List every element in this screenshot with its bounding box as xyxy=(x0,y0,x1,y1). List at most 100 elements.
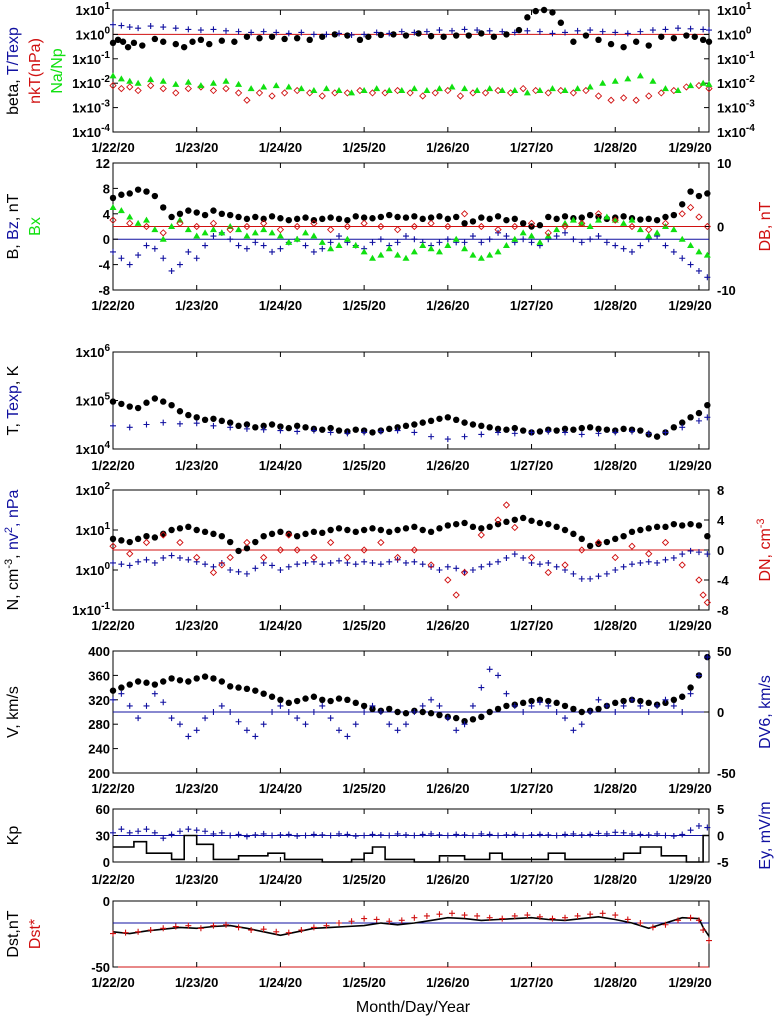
series-dv6 xyxy=(110,654,711,740)
data-point xyxy=(369,215,376,222)
data-point xyxy=(561,213,569,220)
data-point xyxy=(499,28,506,35)
data-point xyxy=(235,226,243,233)
data-point xyxy=(235,80,243,87)
x-tick-label: 1/26/20 xyxy=(426,140,469,155)
data-point xyxy=(477,254,485,261)
data-point xyxy=(494,213,502,220)
data-point xyxy=(695,576,703,584)
data-point xyxy=(603,239,610,246)
data-point xyxy=(419,708,426,716)
y-tick-label-right: 10 xyxy=(717,156,731,171)
series-ttexp xyxy=(110,21,712,38)
data-point xyxy=(675,917,682,924)
data-point xyxy=(126,83,134,91)
data-point xyxy=(269,248,276,255)
data-point xyxy=(428,830,435,837)
data-point xyxy=(461,721,468,728)
data-point xyxy=(151,395,159,402)
data-point xyxy=(252,565,259,572)
data-point xyxy=(176,216,184,223)
data-point xyxy=(645,550,653,558)
data-point xyxy=(235,213,242,221)
data-point xyxy=(528,697,535,705)
data-point xyxy=(594,210,603,218)
data-point xyxy=(686,203,695,212)
data-point xyxy=(160,24,167,31)
data-point xyxy=(193,553,201,562)
data-point xyxy=(269,709,276,715)
data-point xyxy=(687,690,694,697)
data-point xyxy=(176,525,184,532)
ylabel_left: V, km/s xyxy=(5,686,22,738)
data-point xyxy=(356,36,364,44)
data-point xyxy=(704,414,711,421)
x-tick-label: 1/29/20 xyxy=(668,618,711,633)
ylabel_left-part: , nPa xyxy=(5,489,22,526)
data-point xyxy=(674,87,682,94)
plot-frame xyxy=(112,900,710,968)
data-point xyxy=(377,251,385,258)
x-tick-label: 1/28/20 xyxy=(594,781,637,796)
data-point xyxy=(503,31,510,38)
data-point xyxy=(645,226,653,234)
x-tick-label: 1/25/20 xyxy=(342,140,385,155)
data-point xyxy=(511,430,518,437)
data-point xyxy=(118,537,125,544)
data-point xyxy=(243,425,250,432)
data-point xyxy=(335,215,343,223)
data-point xyxy=(511,551,518,558)
data-point xyxy=(185,733,192,740)
data-point xyxy=(695,549,702,556)
data-point xyxy=(143,679,150,686)
data-point xyxy=(645,525,652,532)
data-point xyxy=(285,83,293,90)
data-point xyxy=(176,210,184,217)
data-point xyxy=(444,242,452,249)
data-point xyxy=(310,558,317,565)
data-point xyxy=(336,920,343,926)
data-point xyxy=(486,236,493,243)
data-point xyxy=(461,220,468,227)
ylabel_left2: Dst* xyxy=(27,919,44,949)
data-point xyxy=(519,427,527,434)
data-point xyxy=(678,561,686,569)
data-point xyxy=(260,926,267,933)
data-point xyxy=(185,678,192,685)
data-point xyxy=(574,27,581,34)
y-tick-label-left: 0 xyxy=(103,232,110,247)
data-point xyxy=(134,678,142,685)
data-point xyxy=(218,417,226,425)
data-point xyxy=(411,421,418,428)
y-tick-label-left: 30 xyxy=(96,829,110,844)
data-point xyxy=(544,89,552,97)
data-point xyxy=(440,33,447,40)
data-point xyxy=(394,556,401,563)
data-point xyxy=(126,190,133,197)
data-point xyxy=(532,86,540,95)
data-point xyxy=(486,424,493,431)
data-point xyxy=(679,693,686,700)
data-point xyxy=(679,255,686,262)
series-beta xyxy=(109,6,713,51)
data-point xyxy=(578,239,585,246)
data-point xyxy=(319,831,326,838)
ylabel_left-part: V, km/s xyxy=(5,686,22,738)
x-tick-label: 1/22/20 xyxy=(91,140,134,155)
data-point xyxy=(645,92,653,100)
data-point xyxy=(210,233,217,240)
ylabel_left: B, Bz, nT xyxy=(5,193,22,259)
data-point xyxy=(486,85,494,92)
x-tick-label: 1/22/20 xyxy=(91,781,134,796)
data-point xyxy=(494,86,502,95)
data-point xyxy=(398,28,405,35)
series-bx xyxy=(109,203,711,261)
data-point xyxy=(511,87,519,94)
data-point xyxy=(218,210,226,217)
data-point xyxy=(570,38,577,45)
data-point xyxy=(703,251,711,258)
data-point xyxy=(110,422,116,429)
data-point xyxy=(252,687,259,694)
data-point xyxy=(151,192,159,200)
data-point xyxy=(444,236,451,243)
